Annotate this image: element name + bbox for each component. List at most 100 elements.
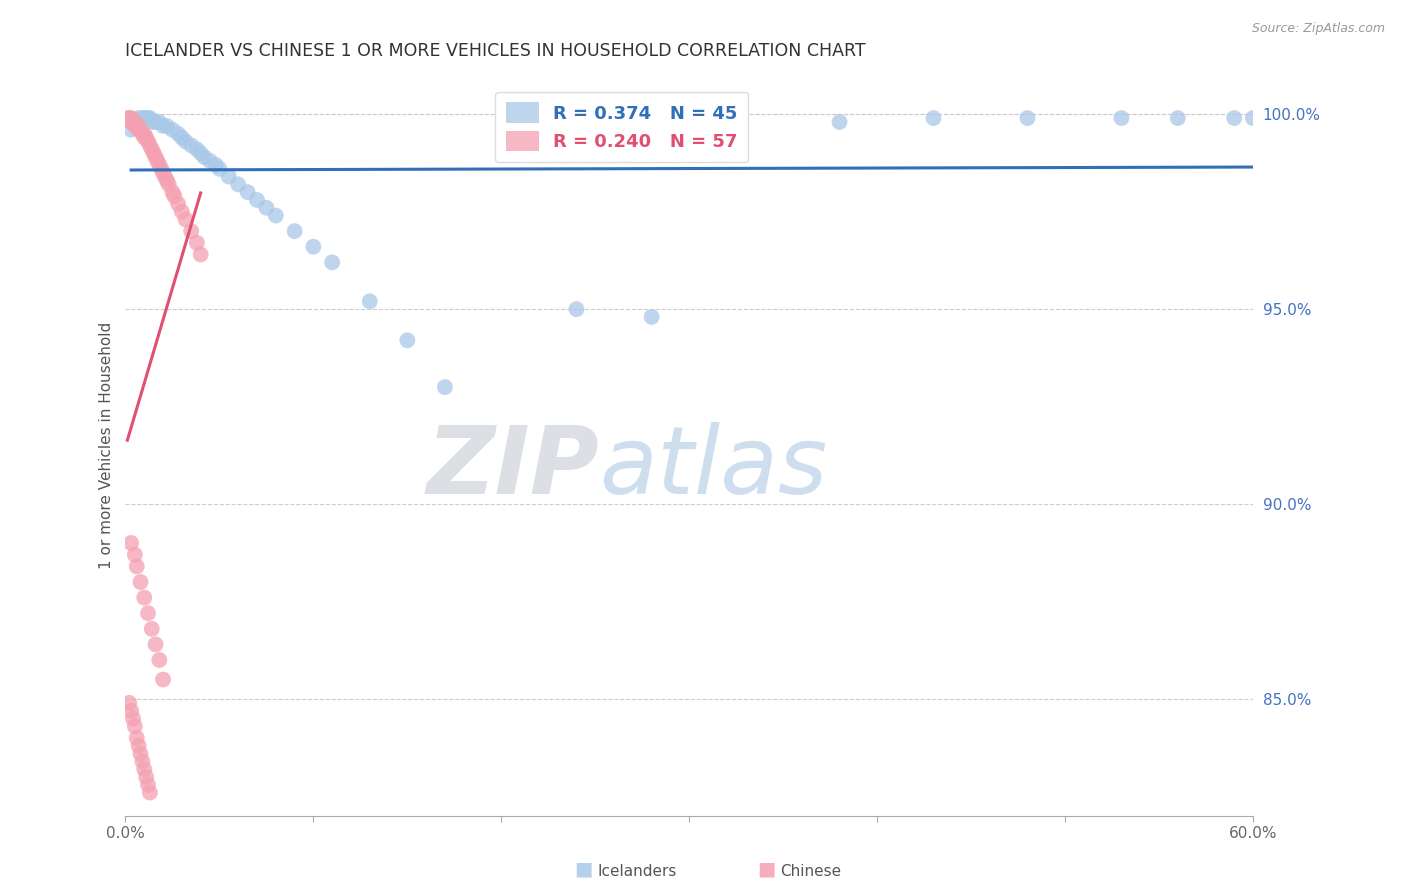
Point bbox=[162, 122, 184, 136]
Point bbox=[218, 169, 240, 184]
Point bbox=[254, 201, 277, 215]
Legend: R = 0.374   N = 45, R = 0.240   N = 57: R = 0.374 N = 45, R = 0.240 N = 57 bbox=[495, 92, 748, 162]
Text: ICELANDER VS CHINESE 1 OR MORE VEHICLES IN HOUSEHOLD CORRELATION CHART: ICELANDER VS CHINESE 1 OR MORE VEHICLES … bbox=[125, 42, 866, 60]
Point bbox=[396, 333, 419, 347]
Point bbox=[128, 122, 150, 136]
Point bbox=[163, 189, 186, 203]
Point bbox=[148, 653, 170, 667]
Point bbox=[1223, 111, 1246, 125]
Point bbox=[190, 247, 212, 261]
Point bbox=[134, 130, 156, 145]
Point bbox=[124, 115, 146, 129]
Point bbox=[1111, 111, 1133, 125]
Point bbox=[136, 778, 159, 792]
Point bbox=[180, 138, 202, 153]
Point bbox=[120, 536, 142, 550]
Point bbox=[1167, 111, 1189, 125]
Point bbox=[131, 755, 153, 769]
Point bbox=[134, 591, 156, 605]
Point bbox=[565, 302, 588, 317]
Point bbox=[134, 127, 156, 141]
Point bbox=[122, 115, 145, 129]
Point bbox=[186, 235, 208, 250]
Point bbox=[129, 747, 152, 761]
Text: ■: ■ bbox=[756, 860, 776, 879]
Point bbox=[120, 111, 142, 125]
Point bbox=[131, 111, 153, 125]
Point bbox=[139, 111, 162, 125]
Point bbox=[1017, 111, 1039, 125]
Point bbox=[156, 119, 179, 133]
Point bbox=[129, 122, 152, 136]
Point bbox=[828, 115, 851, 129]
Point bbox=[156, 173, 179, 187]
Point bbox=[128, 739, 150, 753]
Point bbox=[117, 111, 139, 125]
Point bbox=[186, 142, 208, 156]
Point bbox=[141, 142, 163, 156]
Point bbox=[152, 119, 174, 133]
Point bbox=[129, 574, 152, 589]
Point bbox=[128, 111, 150, 125]
Point bbox=[302, 240, 325, 254]
Point bbox=[146, 153, 169, 168]
Point bbox=[180, 224, 202, 238]
Point bbox=[922, 111, 945, 125]
Text: Chinese: Chinese bbox=[780, 863, 841, 879]
Point bbox=[136, 606, 159, 620]
Point bbox=[284, 224, 307, 238]
Point bbox=[124, 719, 146, 733]
Y-axis label: 1 or more Vehicles in Household: 1 or more Vehicles in Household bbox=[100, 322, 114, 569]
Point bbox=[139, 138, 162, 153]
Text: ■: ■ bbox=[574, 860, 593, 879]
Point bbox=[124, 115, 146, 129]
Point bbox=[198, 153, 221, 168]
Point bbox=[122, 711, 145, 725]
Point bbox=[145, 115, 167, 129]
Point bbox=[124, 548, 146, 562]
Point bbox=[264, 209, 287, 223]
Point bbox=[152, 673, 174, 687]
Text: ZIP: ZIP bbox=[426, 422, 599, 514]
Text: atlas: atlas bbox=[599, 422, 827, 513]
Point bbox=[134, 111, 156, 125]
Point bbox=[125, 559, 148, 574]
Point bbox=[142, 146, 165, 161]
Point bbox=[142, 115, 165, 129]
Point bbox=[124, 119, 146, 133]
Point bbox=[148, 158, 170, 172]
Point bbox=[157, 178, 180, 192]
Point bbox=[162, 185, 184, 199]
Point bbox=[141, 622, 163, 636]
Point bbox=[170, 204, 193, 219]
Point bbox=[174, 212, 197, 227]
Point bbox=[167, 197, 190, 211]
Point bbox=[118, 696, 141, 710]
Point bbox=[125, 731, 148, 745]
Point bbox=[128, 119, 150, 133]
Point bbox=[120, 704, 142, 718]
Point bbox=[208, 161, 231, 176]
Point bbox=[321, 255, 343, 269]
Point bbox=[134, 762, 156, 776]
Point bbox=[139, 785, 162, 799]
Point bbox=[135, 770, 157, 784]
Point bbox=[135, 130, 157, 145]
Point bbox=[193, 150, 215, 164]
Point bbox=[640, 310, 662, 324]
Text: Source: ZipAtlas.com: Source: ZipAtlas.com bbox=[1251, 22, 1385, 36]
Point bbox=[433, 380, 456, 394]
Point bbox=[135, 111, 157, 125]
Point bbox=[190, 146, 212, 161]
Point bbox=[167, 127, 190, 141]
Point bbox=[145, 637, 167, 651]
Point bbox=[125, 119, 148, 133]
Point bbox=[174, 135, 197, 149]
Point bbox=[204, 158, 226, 172]
Point bbox=[150, 161, 173, 176]
Point bbox=[136, 135, 159, 149]
Point bbox=[131, 127, 153, 141]
Point bbox=[120, 122, 142, 136]
Point bbox=[246, 193, 269, 207]
Point bbox=[118, 111, 141, 125]
